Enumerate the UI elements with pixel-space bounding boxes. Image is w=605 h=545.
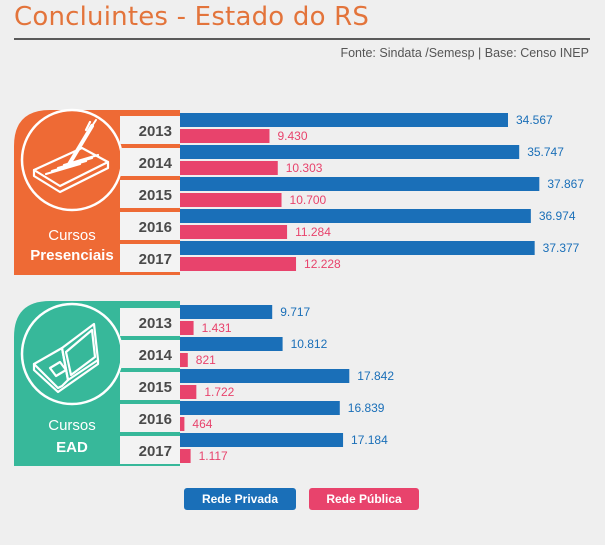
year-cell	[120, 308, 180, 336]
bar-rede-privada	[180, 145, 520, 159]
value-label-privada: 37.377	[543, 241, 580, 255]
bar-rede-privada	[180, 113, 508, 127]
bar-rede-publica	[180, 161, 278, 175]
year-label: 2013	[139, 315, 172, 332]
year-label: 2014	[139, 347, 173, 364]
presencial-group: Cursos Presenciais 2013 34.567 9.430 2014 35.7…	[14, 108, 584, 275]
bar-rede-publica	[180, 353, 188, 367]
title-divider	[14, 38, 590, 40]
year-cell	[120, 116, 180, 144]
year-cell	[120, 372, 180, 400]
year-label: 2013	[139, 123, 172, 140]
value-label-privada: 34.567	[516, 113, 553, 127]
bar-rede-publica	[180, 193, 282, 207]
value-label-publica: 1.117	[199, 449, 228, 463]
legend-rede-privada: Rede Privada	[184, 488, 296, 510]
bar-rede-publica	[180, 129, 270, 143]
year-label: 2017	[139, 443, 172, 460]
bar-rede-privada	[180, 241, 535, 255]
value-label-privada: 16.839	[348, 401, 385, 415]
bar-rede-privada	[180, 177, 540, 191]
year-cell	[120, 436, 180, 464]
value-label-publica: 12.228	[304, 257, 341, 271]
year-cell	[120, 244, 180, 272]
panel-label-line1: Cursos	[48, 227, 96, 244]
value-label-publica: 9.430	[277, 129, 307, 143]
year-label: 2017	[139, 251, 172, 268]
value-label-publica: 464	[192, 417, 212, 431]
bar-rede-privada	[180, 337, 283, 351]
value-label-privada: 10.812	[291, 337, 328, 351]
value-label-privada: 37.867	[547, 177, 584, 191]
legend-rede-publica: Rede Pública	[309, 488, 419, 510]
year-label: 2016	[139, 411, 172, 428]
pen-and-paper-icon	[32, 119, 110, 194]
year-label: 2015	[139, 379, 172, 396]
panel-label-line2: EAD	[56, 439, 88, 456]
year-cell	[120, 180, 180, 208]
year-cell	[120, 148, 180, 176]
value-label-publica: 821	[196, 353, 216, 367]
page-title: Concluintes - Estado do RS	[14, 2, 370, 32]
value-label-privada: 35.747	[527, 145, 564, 159]
value-label-publica: 11.284	[295, 225, 331, 239]
value-label-publica: 1.431	[202, 321, 232, 335]
bar-rede-publica	[180, 225, 288, 239]
bar-rede-publica	[180, 417, 185, 431]
bar-rede-privada	[180, 209, 531, 223]
value-label-publica: 10.700	[290, 193, 327, 207]
year-cell	[120, 212, 180, 240]
laptop-icon	[32, 322, 100, 394]
value-label-privada: 17.842	[357, 369, 394, 383]
value-label-privada: 17.184	[351, 433, 388, 447]
bar-rede-publica	[180, 449, 191, 463]
bar-rede-publica	[180, 321, 194, 335]
bar-rede-privada	[180, 433, 344, 447]
value-label-privada: 36.974	[539, 209, 576, 223]
panel-label-line1: Cursos	[48, 417, 96, 434]
source-note: Fonte: Sindata /Semesp | Base: Censo INE…	[340, 46, 589, 60]
value-label-publica: 10.303	[286, 161, 323, 175]
bar-rede-privada	[180, 305, 273, 319]
year-cell	[120, 340, 180, 368]
year-label: 2014	[139, 155, 173, 172]
year-label: 2015	[139, 187, 172, 204]
bar-rede-publica	[180, 385, 197, 399]
panel-label-line2: Presenciais	[30, 247, 113, 264]
ead-group: Cursos EAD 2013 9.717 1.431 2014 10.812 821 2015…	[14, 301, 394, 466]
year-label: 2016	[139, 219, 172, 236]
value-label-privada: 9.717	[280, 305, 310, 319]
bar-rede-publica	[180, 257, 297, 271]
bar-rede-privada	[180, 369, 350, 383]
year-cell	[120, 404, 180, 432]
value-label-publica: 1.722	[204, 385, 234, 399]
bar-rede-privada	[180, 401, 340, 415]
